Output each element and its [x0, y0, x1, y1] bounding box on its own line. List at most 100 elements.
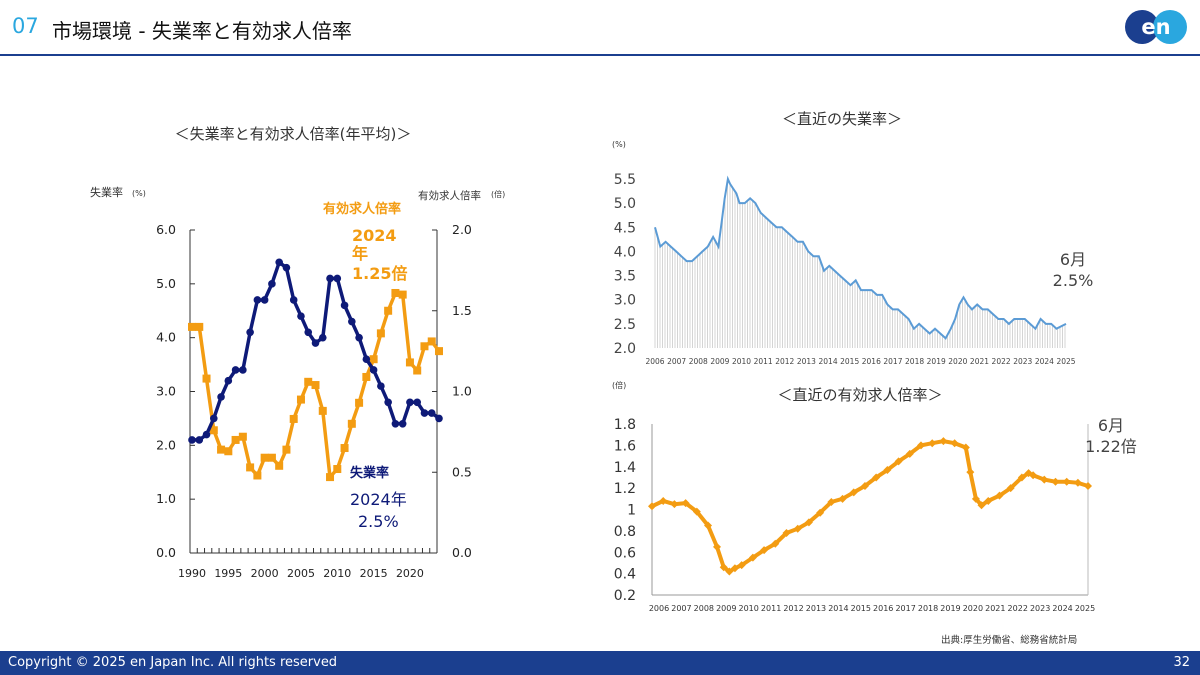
recent-job-ratio-line [651, 439, 1089, 574]
job-ratio-marker [275, 461, 284, 470]
recent-job-ratio-unit: (倍) [612, 380, 626, 390]
recent-job-ratio-marker [804, 518, 813, 527]
recent-job-ratio-y-tick: 0.8 [614, 524, 636, 540]
unemployment-year: 2024年 [350, 490, 407, 509]
x-tick-label: 1995 [214, 567, 242, 580]
recent-job-ratio-x-tick: 2017 [895, 604, 915, 613]
recent-job-ratio-chart: (倍) ＜直近の有効求人倍率＞ 0.2 0.4 0.6 0.8 1 1.2 1.4 1.6 1.… [612, 380, 1137, 613]
recent-job-ratio-marker [849, 488, 858, 497]
recent-unemployment-x-tick: 2015 [840, 357, 859, 366]
recent-job-ratio-marker [1029, 471, 1038, 480]
recent-unemployment-x-tick: 2016 [862, 357, 881, 366]
job-ratio-marker [282, 445, 291, 454]
recent-job-ratio-marker [659, 496, 668, 505]
recent-job-ratio-marker [939, 437, 948, 446]
left-tick-label: 4.0 [156, 330, 176, 345]
job-ratio-marker [195, 322, 204, 331]
recent-job-ratio-marker [725, 567, 734, 576]
recent-job-ratio-marker [966, 468, 975, 477]
job-ratio-marker [231, 435, 240, 444]
recent-job-ratio-y-tick: 1.8 [614, 417, 636, 433]
recent-unemployment-y-tick: 5.5 [614, 172, 636, 188]
right-tick-label: 0.0 [452, 545, 472, 560]
recent-job-ratio-marker [704, 521, 713, 530]
recent-job-ratio-x-tick: 2013 [806, 604, 826, 613]
right-tick-label: 0.5 [452, 464, 472, 479]
unemployment-marker [297, 312, 305, 320]
recent-job-ratio-marker [1084, 481, 1092, 490]
unemployment-value: 2.5% [358, 512, 399, 531]
annual-chart-title: ＜失業率と有効求人倍率(年平均)＞ [175, 125, 412, 143]
recent-job-ratio-marker [905, 449, 914, 458]
job-ratio-marker [413, 366, 422, 375]
header-bar: 07 市場環境 - 失業率と有効求人倍率 en [0, 0, 1200, 56]
recent-unemployment-x-tick: 2019 [927, 357, 946, 366]
unemployment-label: 失業率 [350, 465, 389, 481]
recent-job-ratio-marker [1051, 477, 1060, 486]
unemployment-marker [340, 301, 349, 310]
unemployment-marker [224, 376, 233, 385]
left-axis-unit: (%) [132, 189, 146, 198]
left-tick-label: 0.0 [156, 545, 176, 560]
recent-unemployment-x-tick: 2010 [732, 357, 751, 366]
recent-job-ratio-x-tick: 2011 [761, 604, 781, 613]
recent-unemployment-x-tick: 2011 [754, 357, 773, 366]
recent-unemployment-y-tick: 2.0 [614, 341, 636, 357]
job-ratio-marker [398, 290, 407, 299]
job-ratio-marker [253, 471, 262, 480]
unemployment-marker [413, 398, 422, 407]
recent-unemployment-x-tick: 2024 [1035, 357, 1054, 366]
left-tick-label: 5.0 [156, 276, 176, 291]
job-ratio-marker [427, 337, 436, 346]
job-ratio-marker [391, 288, 400, 297]
unemployment-marker [195, 436, 204, 444]
recent-job-ratio-value: 1.22倍 [1085, 437, 1137, 456]
unemployment-marker [369, 366, 378, 374]
section-number: 07 [12, 14, 39, 38]
unemployment-marker [268, 280, 276, 288]
unemployment-marker [420, 409, 429, 417]
job-ratio-marker [340, 444, 349, 453]
recent-job-ratio-marker [719, 563, 728, 572]
recent-unemployment-month: 6月 [1060, 250, 1086, 269]
unemployment-marker [202, 430, 211, 439]
unemployment-marker [333, 274, 342, 283]
recent-job-ratio-x-tick: 2007 [671, 604, 691, 613]
recent-unemployment-x-tick: 2006 [645, 357, 664, 366]
right-axis-unit: (倍) [491, 189, 505, 199]
right-axis-label: 有効求人倍率 [418, 189, 481, 202]
recent-unemployment-y-tick: 5.0 [614, 196, 636, 212]
recent-job-ratio-marker [977, 501, 986, 510]
recent-unemployment-y-tick: 2.5 [614, 317, 636, 333]
recent-unemployment-x-tick: 2021 [970, 357, 989, 366]
recent-unemployment-y-tick: 3.0 [614, 293, 636, 309]
recent-job-ratio-marker [961, 443, 970, 452]
recent-unemployment-x-tick: 2014 [819, 357, 838, 366]
x-tick-label: 2010 [323, 567, 351, 580]
recent-job-ratio-x-tick: 2009 [716, 604, 736, 613]
recent-job-ratio-y-tick: 1 [627, 503, 636, 519]
recent-job-ratio-marker [1040, 475, 1049, 484]
left-tick-label: 6.0 [156, 222, 176, 237]
job-ratio-year: 2024 [352, 226, 397, 245]
recent-job-ratio-marker [737, 561, 746, 570]
recent-job-ratio-marker [713, 542, 722, 551]
job-ratio-label: 有効求人倍率 [323, 201, 401, 217]
recent-unemployment-x-tick: 2007 [667, 357, 686, 366]
job-ratio-marker [333, 465, 342, 474]
recent-job-ratio-title: ＜直近の有効求人倍率＞ [777, 386, 942, 404]
recent-job-ratio-y-tick: 1.2 [614, 481, 636, 497]
job-ratio-marker [362, 372, 371, 381]
unemployment-marker [275, 258, 283, 267]
job-ratio-year-suffix: 年 [352, 244, 368, 263]
unemployment-marker [231, 366, 240, 374]
recent-unemployment-x-tick: 2012 [775, 357, 794, 366]
job-ratio-marker [405, 358, 414, 367]
unemployment-marker [282, 263, 291, 272]
right-tick-label: 2.0 [452, 222, 472, 237]
recent-job-ratio-marker [760, 546, 769, 555]
unemployment-marker [246, 328, 254, 337]
annual-chart: ＜失業率と有効求人倍率(年平均)＞ 失業率 (%) 有効求人倍率 (倍) 0.0… [90, 125, 505, 580]
recent-unemployment-x-tick: 2025 [1056, 357, 1075, 366]
job-ratio-marker [347, 419, 356, 428]
